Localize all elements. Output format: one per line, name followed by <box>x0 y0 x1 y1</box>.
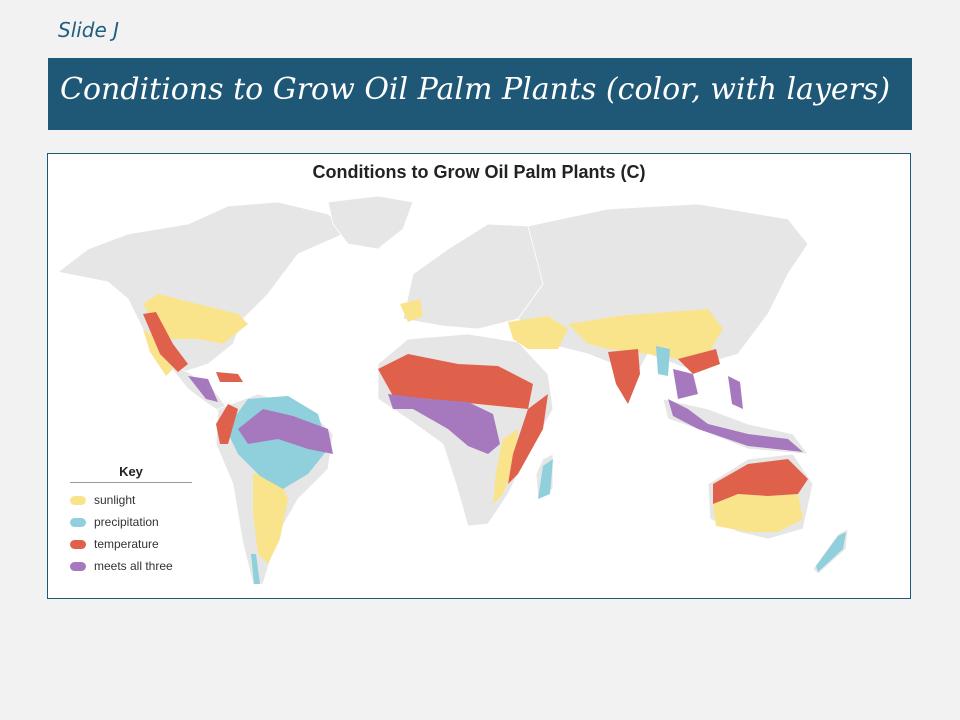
temperature-region-sahel <box>378 354 533 409</box>
temperature-swatch <box>70 539 86 549</box>
meets-all-three-swatch <box>70 561 86 571</box>
key-item-sunlight: sunlight <box>70 489 192 511</box>
all-three-region-central-america <box>188 376 218 402</box>
sunlight-region-asia <box>568 309 723 359</box>
sunlight-swatch <box>70 495 86 505</box>
all-three-region-brazil <box>238 409 333 454</box>
meets-all-three-layer <box>188 369 803 454</box>
central-america-landmass <box>166 363 229 415</box>
temperature-region-east-africa <box>508 394 548 484</box>
key-title: Key <box>70 464 192 483</box>
map-panel: Conditions to Grow Oil Palm Plants (C) K… <box>47 153 911 599</box>
map-key: Key sunlight precipitation temperature m… <box>70 464 192 577</box>
temperature-region-andes <box>216 404 238 444</box>
temperature-region-caribbean <box>216 372 243 382</box>
key-label-sunlight: sunlight <box>94 493 136 507</box>
sunlight-region-middle-east <box>508 316 568 349</box>
temperature-region-mexico <box>143 312 188 372</box>
all-three-region-philippines <box>728 376 743 409</box>
greenland-landmass <box>327 195 414 250</box>
temperature-layer <box>143 312 808 504</box>
precipitation-region-chile <box>251 554 260 584</box>
sunlight-layer <box>143 294 803 564</box>
temperature-region-india <box>608 349 640 404</box>
key-item-precipitation: precipitation <box>70 511 192 533</box>
sunlight-region-australia <box>713 494 803 532</box>
north-america-landmass <box>57 201 349 375</box>
key-item-meets-all-three: meets all three <box>70 555 192 577</box>
precipitation-region-madagascar <box>538 459 553 499</box>
sunlight-region-africa-east <box>493 429 518 504</box>
temperature-region-australia <box>713 459 808 504</box>
precipitation-swatch <box>70 517 86 527</box>
sunlight-region-south-america <box>253 472 288 564</box>
all-three-region-west-africa <box>388 394 500 454</box>
map-title: Conditions to Grow Oil Palm Plants (C) <box>312 162 646 182</box>
all-three-region-indochina <box>673 369 698 399</box>
title-bar: Conditions to Grow Oil Palm Plants (colo… <box>48 58 912 130</box>
temperature-region-south-china <box>678 349 720 374</box>
world-map <box>57 195 849 585</box>
slide-title: Conditions to Grow Oil Palm Plants (colo… <box>60 72 891 107</box>
sunlight-region-iberia <box>400 299 423 322</box>
key-label-temperature: temperature <box>94 537 159 551</box>
all-three-region-indonesia <box>668 399 803 452</box>
precipitation-region-bangladesh <box>656 346 670 376</box>
sunlight-region-mexico <box>143 329 173 376</box>
key-label-meets-all-three: meets all three <box>94 559 173 573</box>
key-item-temperature: temperature <box>70 533 192 555</box>
precipitation-region-new-zealand <box>816 532 846 572</box>
slide-label: Slide J <box>58 18 120 42</box>
key-label-precipitation: precipitation <box>94 515 159 529</box>
sunlight-region-north-america <box>143 294 248 344</box>
